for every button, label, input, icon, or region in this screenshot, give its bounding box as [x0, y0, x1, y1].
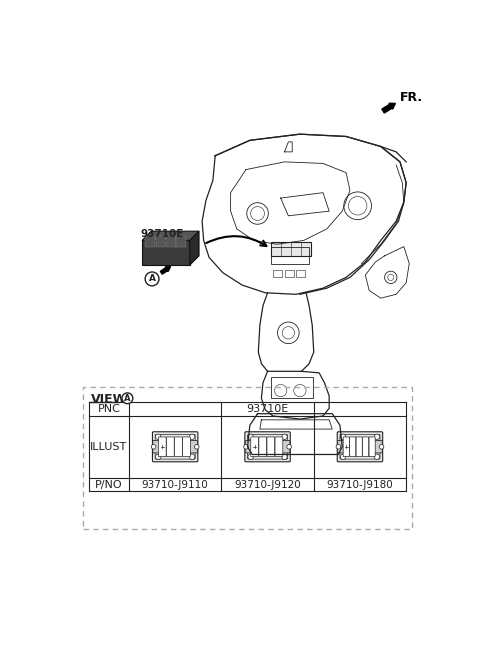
FancyBboxPatch shape	[337, 441, 346, 453]
Circle shape	[194, 445, 199, 449]
FancyArrow shape	[382, 103, 396, 113]
FancyBboxPatch shape	[153, 441, 161, 453]
Circle shape	[379, 445, 384, 449]
FancyBboxPatch shape	[158, 437, 166, 457]
FancyBboxPatch shape	[245, 432, 290, 462]
Bar	[273, 270, 282, 277]
Polygon shape	[142, 231, 199, 240]
Circle shape	[282, 454, 287, 459]
Circle shape	[145, 272, 159, 286]
Circle shape	[374, 454, 380, 459]
Bar	[145, 236, 155, 247]
Circle shape	[151, 445, 156, 449]
Circle shape	[340, 454, 346, 459]
Circle shape	[287, 445, 291, 449]
FancyBboxPatch shape	[281, 441, 290, 453]
FancyBboxPatch shape	[259, 437, 266, 457]
Circle shape	[248, 454, 253, 459]
Circle shape	[156, 434, 161, 440]
Text: A: A	[149, 274, 156, 283]
FancyBboxPatch shape	[349, 437, 356, 457]
Polygon shape	[190, 231, 199, 265]
Bar	[176, 236, 186, 247]
Text: 93710-J9110: 93710-J9110	[142, 480, 208, 489]
Text: 93710E: 93710E	[141, 229, 184, 239]
Text: P/NO: P/NO	[95, 480, 123, 489]
FancyBboxPatch shape	[167, 437, 174, 457]
Circle shape	[122, 393, 133, 403]
Bar	[296, 270, 305, 277]
FancyBboxPatch shape	[153, 432, 198, 462]
Bar	[166, 236, 176, 247]
Circle shape	[190, 454, 195, 459]
FancyBboxPatch shape	[267, 437, 275, 457]
Bar	[271, 247, 309, 264]
FancyBboxPatch shape	[245, 441, 254, 453]
Text: 93710-J9120: 93710-J9120	[234, 480, 301, 489]
Bar	[142, 240, 190, 265]
FancyBboxPatch shape	[369, 437, 375, 457]
FancyBboxPatch shape	[175, 437, 182, 457]
Text: PNC: PNC	[97, 404, 120, 414]
FancyBboxPatch shape	[343, 437, 349, 457]
FancyBboxPatch shape	[189, 441, 197, 453]
FancyBboxPatch shape	[374, 441, 382, 453]
FancyBboxPatch shape	[182, 437, 191, 457]
FancyBboxPatch shape	[362, 437, 369, 457]
Circle shape	[282, 434, 287, 440]
FancyBboxPatch shape	[275, 437, 283, 457]
Bar	[285, 270, 294, 277]
Bar	[271, 377, 313, 398]
Text: 93710-J9180: 93710-J9180	[326, 480, 393, 489]
Circle shape	[248, 434, 253, 440]
Bar	[271, 242, 311, 256]
Circle shape	[156, 454, 161, 459]
Circle shape	[374, 434, 380, 440]
Circle shape	[244, 445, 248, 449]
Circle shape	[340, 434, 346, 440]
Circle shape	[190, 434, 195, 440]
Bar	[156, 236, 165, 247]
Text: VIEW: VIEW	[90, 393, 127, 406]
FancyBboxPatch shape	[356, 437, 362, 457]
FancyBboxPatch shape	[251, 437, 259, 457]
Text: ILLUST: ILLUST	[90, 441, 128, 452]
FancyArrow shape	[160, 266, 170, 274]
Text: A: A	[124, 394, 131, 403]
Text: FR.: FR.	[400, 91, 423, 104]
Circle shape	[336, 445, 341, 449]
Text: 93710E: 93710E	[246, 404, 288, 414]
FancyBboxPatch shape	[337, 432, 383, 462]
Bar	[83, 387, 412, 529]
